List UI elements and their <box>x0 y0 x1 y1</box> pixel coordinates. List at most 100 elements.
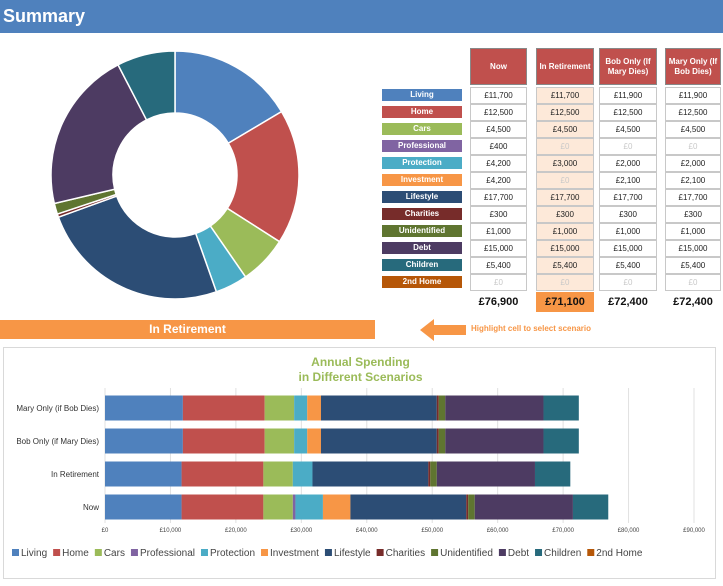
table-cell[interactable]: £1,000 <box>536 223 594 240</box>
column-header-2[interactable]: Bob Only (If Mary Dies) <box>599 48 657 85</box>
donut-slice-children <box>117 50 176 121</box>
bar-segment-cars <box>263 494 293 520</box>
table-cell[interactable]: £0 <box>599 274 657 291</box>
table-cell[interactable]: £15,000 <box>536 240 594 257</box>
bar-segment-cars <box>264 395 295 421</box>
table-cell[interactable]: £4,200 <box>470 172 527 189</box>
column-header-0[interactable]: Now <box>470 48 527 85</box>
table-cell[interactable]: £15,000 <box>470 240 527 257</box>
table-cell[interactable]: £5,400 <box>536 257 594 274</box>
bar-segment-charities <box>436 395 439 421</box>
table-cell[interactable]: £15,000 <box>665 240 721 257</box>
bar-segment-children <box>572 494 609 520</box>
legend-label: Professional <box>140 548 195 559</box>
table-cell[interactable]: £4,500 <box>665 121 721 138</box>
table-cell[interactable]: £11,700 <box>536 87 594 104</box>
table-cell[interactable]: £0 <box>536 172 594 189</box>
table-cell[interactable]: £5,400 <box>599 257 657 274</box>
bar-segment-lifestyle <box>320 428 437 454</box>
table-cell[interactable]: £4,500 <box>599 121 657 138</box>
table-cell[interactable]: £1,000 <box>665 223 721 240</box>
table-cell[interactable]: £0 <box>536 274 594 291</box>
table-cell[interactable]: £0 <box>665 138 721 155</box>
bar-segment-living <box>105 428 183 454</box>
table-cell[interactable]: £5,400 <box>470 257 527 274</box>
bar-segment-investment <box>307 428 321 454</box>
table-cell[interactable]: £11,900 <box>599 87 657 104</box>
bar-segment-unidentified <box>430 461 437 487</box>
table-cell[interactable]: £0 <box>470 274 527 291</box>
bar-segment-protection <box>292 461 313 487</box>
legend-swatch <box>324 549 332 556</box>
table-cell[interactable]: £12,500 <box>665 104 721 121</box>
category-label: Home <box>382 106 462 118</box>
category-label: 2nd Home <box>382 276 462 288</box>
table-cell[interactable]: £2,000 <box>665 155 721 172</box>
bar-segment-debt <box>474 494 573 520</box>
category-label: Charities <box>382 208 462 220</box>
table-cell[interactable]: £2,100 <box>599 172 657 189</box>
column-header-3[interactable]: Mary Only (If Bob Dies) <box>665 48 721 85</box>
bar-segment-protection <box>295 494 323 520</box>
legend-label: Unidentified <box>440 548 493 559</box>
table-cell[interactable]: £5,400 <box>665 257 721 274</box>
bar-segment-protection <box>294 395 308 421</box>
table-cell[interactable]: £11,900 <box>665 87 721 104</box>
bar-segment-lifestyle <box>320 395 437 421</box>
table-cell[interactable]: £300 <box>536 206 594 223</box>
bar-segment-children <box>534 461 571 487</box>
bar-segment-children <box>543 395 579 421</box>
table-cell[interactable]: £4,500 <box>470 121 527 138</box>
table-cell[interactable]: £4,500 <box>536 121 594 138</box>
category-label: Children <box>382 259 462 271</box>
table-cell[interactable]: £17,700 <box>665 189 721 206</box>
table-cell[interactable]: £12,500 <box>599 104 657 121</box>
table-cell[interactable]: £1,000 <box>470 223 527 240</box>
selected-scenario-banner: In Retirement <box>0 320 375 339</box>
legend-swatch <box>535 549 543 556</box>
table-cell[interactable]: £11,700 <box>470 87 527 104</box>
legend-swatch <box>53 549 61 556</box>
column-total[interactable]: £76,900 <box>478 296 519 308</box>
table-cell[interactable]: £12,500 <box>470 104 527 121</box>
column-total[interactable]: £72,400 <box>608 296 648 308</box>
column-total[interactable]: £71,100 <box>536 292 594 312</box>
table-cell[interactable]: £17,700 <box>599 189 657 206</box>
legend-swatch <box>498 549 506 556</box>
table-cell[interactable]: £1,000 <box>599 223 657 240</box>
legend-swatch <box>587 549 595 556</box>
bar-segment-living <box>105 461 182 487</box>
x-tick-label: £70,000 <box>552 528 574 534</box>
table-cell[interactable]: £0 <box>599 138 657 155</box>
arrow-left-icon <box>420 319 466 341</box>
table-cell[interactable]: £300 <box>599 206 657 223</box>
table-cell[interactable]: £400 <box>470 138 527 155</box>
table-cell[interactable]: £2,000 <box>599 155 657 172</box>
table-cell[interactable]: £17,700 <box>470 189 527 206</box>
table-cell[interactable]: £0 <box>536 138 594 155</box>
table-cell[interactable]: £300 <box>470 206 527 223</box>
table-cell[interactable]: £2,100 <box>665 172 721 189</box>
table-cell[interactable]: £0 <box>665 274 721 291</box>
legend-label: Protection <box>210 548 255 559</box>
column-header-1[interactable]: In Retirement <box>536 48 594 85</box>
legend-swatch <box>431 549 439 556</box>
bar-segment-home <box>182 395 265 421</box>
bar-segment-charities <box>428 461 431 487</box>
table-cell[interactable]: £15,000 <box>599 240 657 257</box>
column-total[interactable]: £72,400 <box>673 296 713 308</box>
table-cell[interactable]: £3,000 <box>536 155 594 172</box>
table-cell[interactable]: £300 <box>665 206 721 223</box>
stacked-bar-chart: £0 £10,000 £20,000 £30,000 £40,000 £50,000 £60… <box>12 388 706 559</box>
table-cell[interactable]: £12,500 <box>536 104 594 121</box>
table-cell[interactable]: £4,200 <box>470 155 527 172</box>
table-cell[interactable]: £17,700 <box>536 189 594 206</box>
bar-segment-charities <box>436 428 439 454</box>
bar-segment-investment <box>322 494 351 520</box>
legend-label: Investment <box>270 548 319 559</box>
page-title: Summary <box>3 6 86 26</box>
legend-swatch <box>261 549 269 556</box>
bar-segment-children <box>543 428 579 454</box>
legend-label: Debt <box>508 548 529 559</box>
bar-segment-lifestyle <box>312 461 429 487</box>
